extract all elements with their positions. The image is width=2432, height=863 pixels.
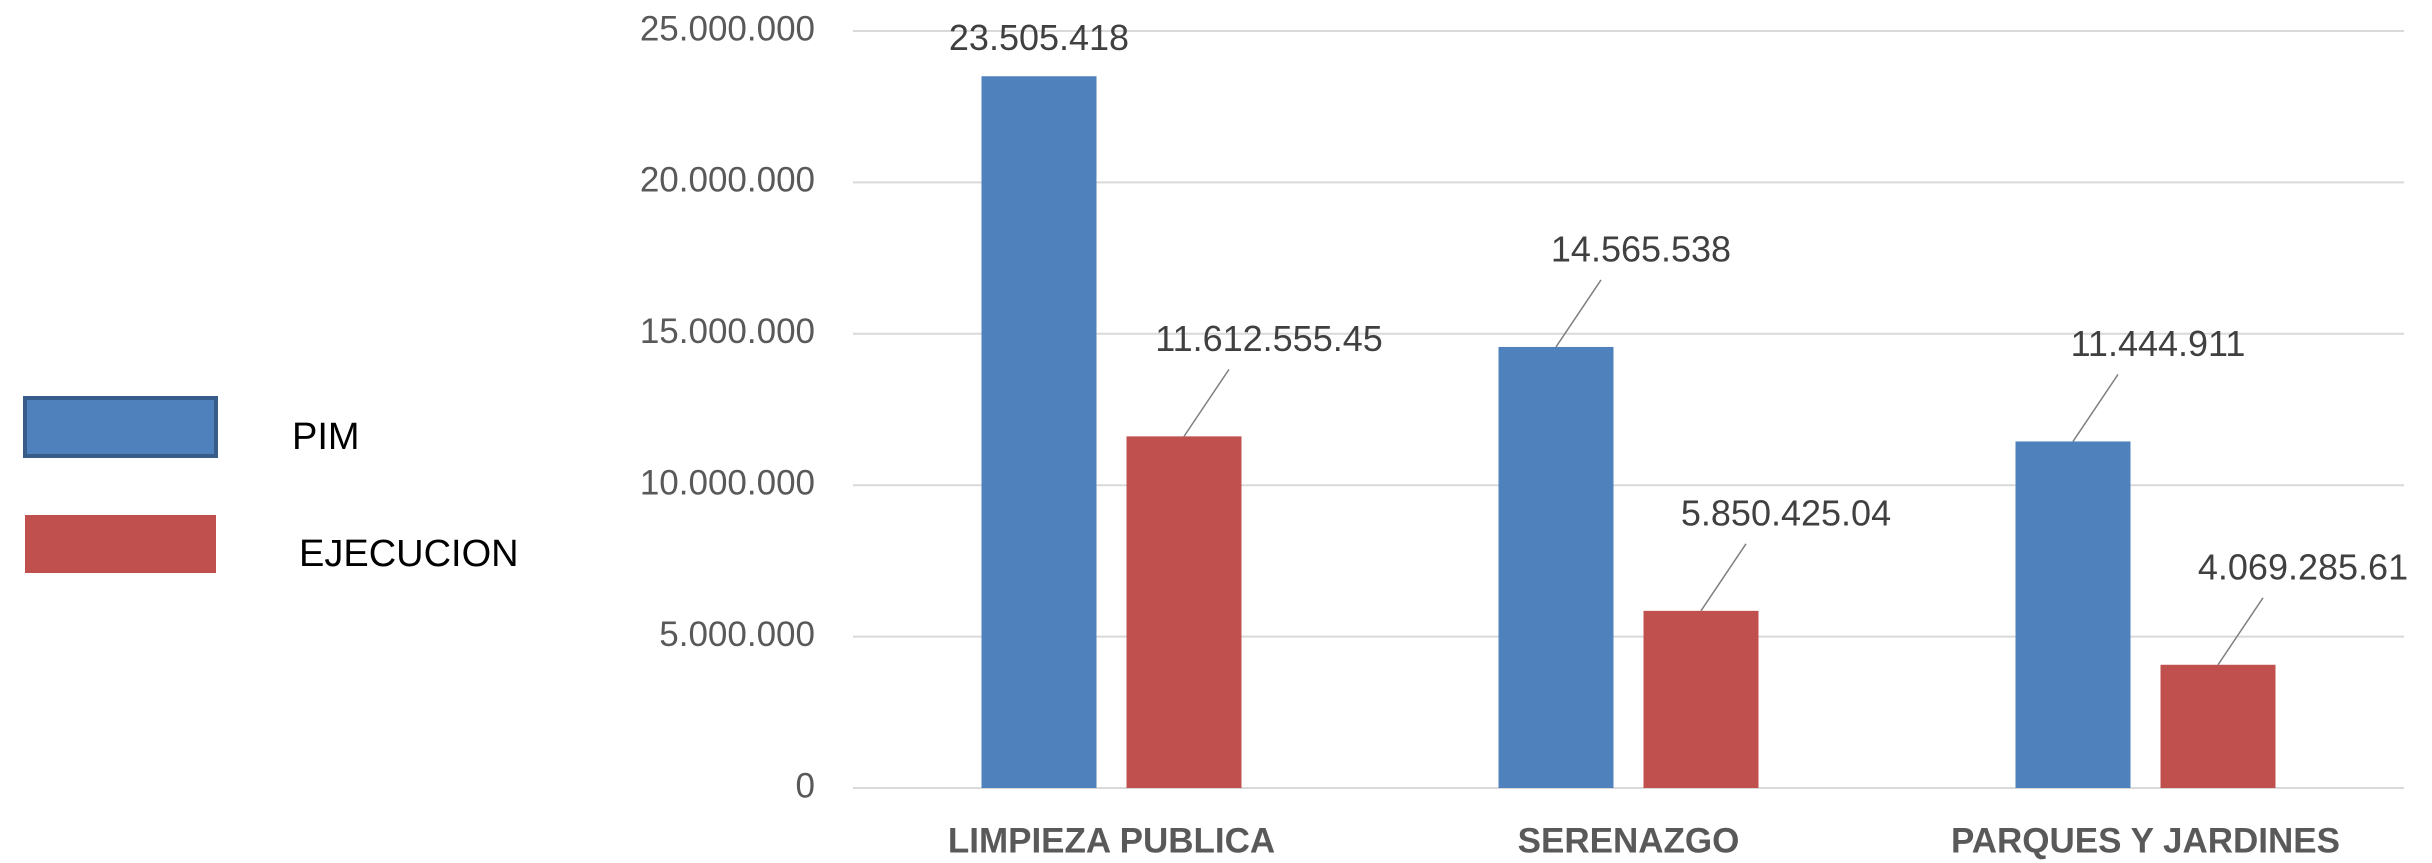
y-tick-label: 0 (796, 766, 815, 805)
bar (2015, 441, 2131, 788)
data-label: 5.850.425.04 (1681, 492, 1891, 533)
legend-swatch (25, 515, 216, 573)
data-label: 23.505.418 (949, 17, 1129, 58)
legend-label: EJECUCION (299, 533, 519, 575)
leader-line (2217, 597, 2264, 666)
leader-line (1700, 543, 1747, 612)
y-tick-label: 25.000.000 (640, 9, 815, 48)
x-tick-label: SERENAZGO (1518, 821, 1740, 860)
y-tick-label: 5.000.000 (659, 615, 815, 654)
legend-label: PIM (292, 416, 360, 458)
leader-line (1555, 279, 1602, 348)
data-label: 11.612.555.45 (1155, 318, 1383, 359)
y-tick-label: 15.000.000 (640, 312, 815, 351)
bar (1643, 610, 1759, 788)
data-label: 14.565.538 (1551, 228, 1731, 269)
bar (2160, 664, 2276, 788)
x-tick-label: LIMPIEZA PUBLICA (948, 821, 1275, 860)
data-label: 11.444.911 (2071, 323, 2246, 364)
y-tick-label: 10.000.000 (640, 463, 815, 502)
bar (1498, 346, 1614, 788)
data-label: 4.069.285.61 (2198, 546, 2408, 587)
bar (981, 76, 1097, 789)
legend-swatch (23, 396, 218, 458)
y-tick-label: 20.000.000 (640, 161, 815, 200)
x-tick-label: PARQUES Y JARDINES (1951, 821, 2340, 860)
leader-line (1183, 368, 1230, 437)
leader-line (2072, 374, 2119, 442)
bar (1126, 436, 1242, 788)
